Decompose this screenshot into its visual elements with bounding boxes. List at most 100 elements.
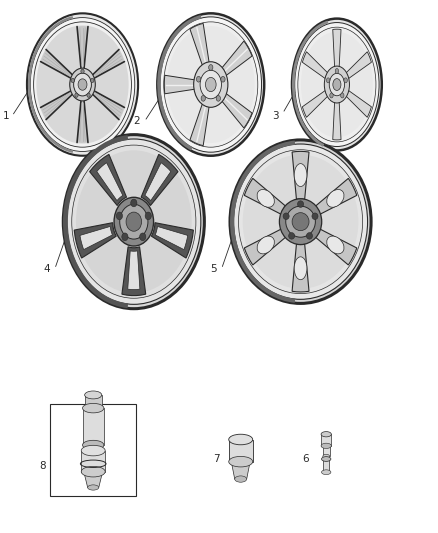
Ellipse shape <box>243 155 358 289</box>
Ellipse shape <box>91 78 94 83</box>
Ellipse shape <box>27 13 138 156</box>
Polygon shape <box>122 247 146 296</box>
Ellipse shape <box>88 485 99 490</box>
Polygon shape <box>244 179 286 215</box>
Polygon shape <box>346 91 371 117</box>
Text: 6: 6 <box>303 454 309 464</box>
Polygon shape <box>231 462 250 479</box>
Ellipse shape <box>257 236 274 254</box>
Text: 8: 8 <box>39 462 46 471</box>
Polygon shape <box>77 26 88 68</box>
Ellipse shape <box>283 213 289 220</box>
Bar <box>82 408 104 445</box>
Ellipse shape <box>229 456 253 467</box>
Ellipse shape <box>145 212 152 220</box>
Polygon shape <box>74 223 116 258</box>
Ellipse shape <box>326 78 330 83</box>
Polygon shape <box>164 75 196 94</box>
Ellipse shape <box>78 79 87 90</box>
Polygon shape <box>244 229 286 265</box>
Ellipse shape <box>196 76 201 82</box>
Polygon shape <box>315 229 357 265</box>
Ellipse shape <box>160 17 261 152</box>
Ellipse shape <box>164 22 258 147</box>
Ellipse shape <box>140 233 146 240</box>
Ellipse shape <box>257 190 274 207</box>
Ellipse shape <box>221 76 225 82</box>
Ellipse shape <box>321 443 331 448</box>
Ellipse shape <box>81 445 105 456</box>
Ellipse shape <box>329 74 345 96</box>
Ellipse shape <box>279 199 322 245</box>
Ellipse shape <box>126 212 141 231</box>
Ellipse shape <box>122 233 128 240</box>
Ellipse shape <box>294 164 307 187</box>
Bar <box>229 440 253 462</box>
Polygon shape <box>302 91 328 117</box>
Ellipse shape <box>81 69 84 74</box>
Ellipse shape <box>34 22 131 147</box>
Text: 3: 3 <box>272 111 279 121</box>
Polygon shape <box>292 151 309 199</box>
Ellipse shape <box>330 93 333 98</box>
Ellipse shape <box>72 145 196 298</box>
Ellipse shape <box>216 95 220 101</box>
Ellipse shape <box>82 403 104 413</box>
Ellipse shape <box>70 68 95 101</box>
Ellipse shape <box>230 140 371 303</box>
Polygon shape <box>77 101 88 143</box>
Bar <box>323 459 329 472</box>
Ellipse shape <box>63 135 205 309</box>
Ellipse shape <box>235 476 247 482</box>
Polygon shape <box>190 102 209 146</box>
Polygon shape <box>90 155 127 206</box>
Ellipse shape <box>312 213 318 220</box>
Ellipse shape <box>229 434 253 445</box>
Ellipse shape <box>67 139 201 304</box>
Ellipse shape <box>238 150 363 294</box>
Polygon shape <box>41 50 72 78</box>
Text: 7: 7 <box>213 454 219 464</box>
Ellipse shape <box>200 70 222 99</box>
Ellipse shape <box>292 213 309 231</box>
Polygon shape <box>93 50 124 78</box>
Ellipse shape <box>85 391 102 399</box>
Polygon shape <box>315 179 357 215</box>
Polygon shape <box>346 52 371 79</box>
Text: 2: 2 <box>134 116 140 126</box>
Ellipse shape <box>131 199 137 207</box>
Polygon shape <box>190 23 209 67</box>
Bar <box>85 395 102 408</box>
Ellipse shape <box>167 26 254 143</box>
Ellipse shape <box>321 457 331 462</box>
Ellipse shape <box>307 232 312 239</box>
Ellipse shape <box>75 93 78 98</box>
Ellipse shape <box>201 95 205 101</box>
Polygon shape <box>93 91 124 119</box>
Ellipse shape <box>117 212 123 220</box>
Ellipse shape <box>36 26 129 143</box>
Ellipse shape <box>341 93 344 98</box>
Ellipse shape <box>87 93 90 98</box>
Polygon shape <box>292 244 309 292</box>
Polygon shape <box>41 91 72 119</box>
Bar <box>81 450 105 472</box>
Ellipse shape <box>74 73 92 96</box>
Ellipse shape <box>321 470 331 474</box>
Polygon shape <box>97 163 123 200</box>
Ellipse shape <box>324 66 350 103</box>
Ellipse shape <box>327 236 344 254</box>
Ellipse shape <box>295 22 379 147</box>
Ellipse shape <box>286 206 315 237</box>
Ellipse shape <box>208 64 213 70</box>
Ellipse shape <box>194 62 228 107</box>
Ellipse shape <box>233 144 367 300</box>
Ellipse shape <box>81 466 105 477</box>
Ellipse shape <box>292 19 382 150</box>
Text: 4: 4 <box>44 264 50 274</box>
Ellipse shape <box>82 440 104 450</box>
Ellipse shape <box>333 78 341 91</box>
Ellipse shape <box>298 27 376 142</box>
Ellipse shape <box>114 197 154 246</box>
Ellipse shape <box>205 77 216 92</box>
